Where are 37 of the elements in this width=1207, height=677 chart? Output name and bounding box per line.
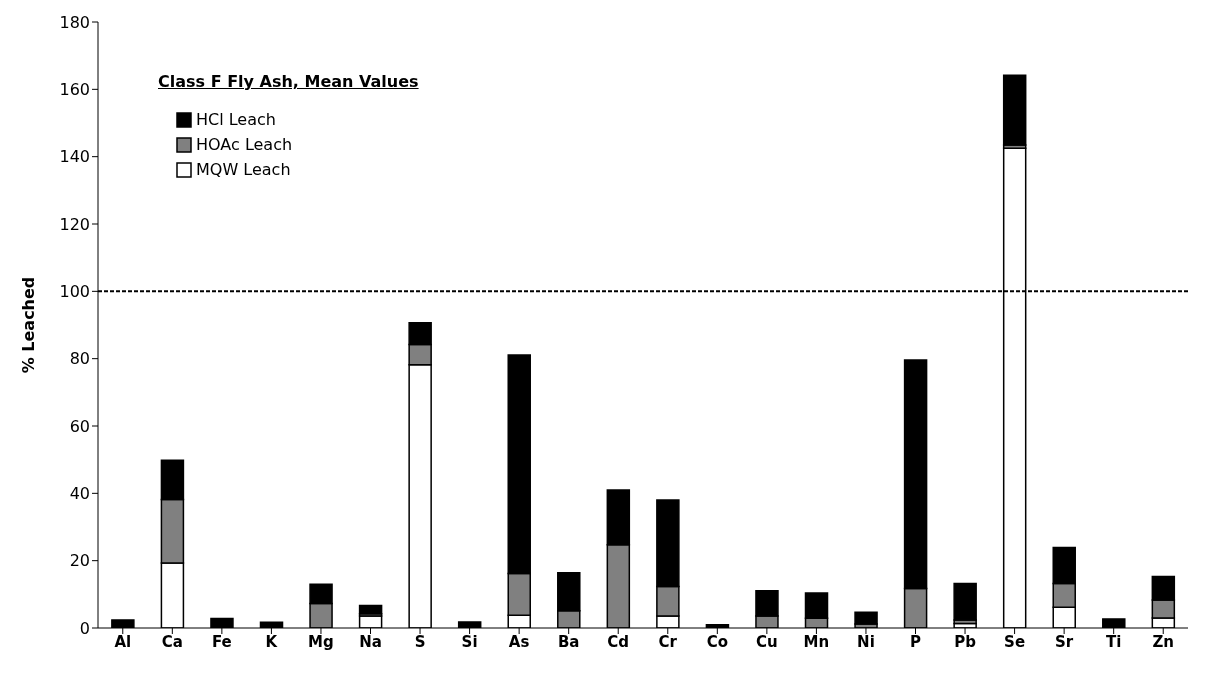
x-tick-label: Pb — [954, 632, 977, 651]
y-tick-label: 160 — [59, 80, 90, 100]
legend-label: HOAc Leach — [196, 135, 293, 154]
x-tick-label: Si — [461, 632, 478, 651]
x-tick-label: Cu — [756, 632, 778, 651]
x-tick-label: As — [508, 632, 530, 651]
y-axis-title: % Leached — [18, 276, 38, 374]
x-tick-label: Al — [114, 632, 132, 651]
x-tick-label: Mg — [308, 632, 334, 651]
x-tick-label: Zn — [1152, 632, 1175, 651]
x-tick-label: Co — [706, 632, 728, 651]
y-tick-label: 60 — [69, 416, 90, 436]
y-tick-label: 80 — [69, 349, 90, 369]
x-tick-label: Cr — [658, 632, 678, 651]
y-tick-label: 180 — [59, 12, 90, 32]
x-tick-label: Ti — [1105, 632, 1122, 651]
x-tick-label: Na — [359, 632, 382, 651]
legend-label: MQW Leach — [196, 160, 291, 179]
y-tick-label: 0 — [79, 618, 90, 638]
x-tick-label: Mn — [803, 632, 830, 651]
y-tick-label: 140 — [59, 147, 90, 167]
x-tick-label: Ba — [557, 632, 580, 651]
legend-title: Class F Fly Ash, Mean Values — [158, 72, 419, 91]
x-tick-label: Se — [1004, 632, 1026, 651]
y-tick-label: 120 — [59, 214, 90, 234]
x-tick-label: P — [910, 632, 921, 651]
x-tick-label: Fe — [211, 632, 232, 651]
x-tick-label: Cd — [607, 632, 630, 651]
x-tick-label: Ca — [161, 632, 183, 651]
y-tick-label: 100 — [59, 282, 90, 302]
y-tick-label: 40 — [69, 484, 90, 504]
x-tick-label: K — [265, 632, 279, 651]
legend-label: HCl Leach — [196, 110, 276, 129]
x-tick-label: Sr — [1055, 632, 1074, 651]
x-tick-label: Ni — [857, 632, 875, 651]
y-tick-label: 20 — [69, 551, 90, 571]
x-tick-label: S — [414, 632, 426, 651]
